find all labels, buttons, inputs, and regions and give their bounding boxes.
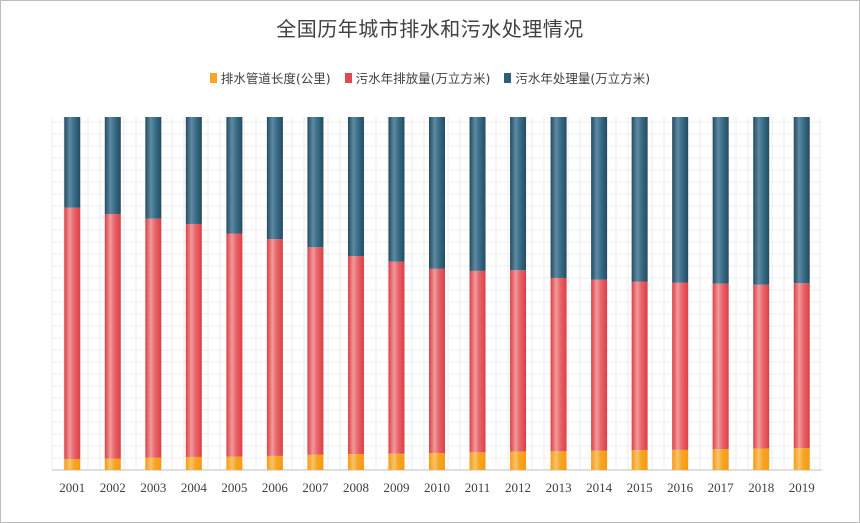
bar-pipe-length-2004 [185, 456, 202, 470]
bar-sewage-discharge-2004 [185, 223, 202, 457]
bar-sewage-discharge-2009 [388, 261, 405, 454]
x-tick-label: 2015 [627, 480, 653, 495]
bar-sewage-treatment-2016 [672, 117, 689, 283]
bar-sewage-treatment-2013 [550, 117, 567, 278]
bar-pipe-length-2015 [631, 450, 648, 470]
bar-sewage-treatment-2010 [429, 117, 445, 269]
bar-sewage-discharge-2012 [510, 270, 527, 452]
bar-pipe-length-2007 [307, 454, 324, 470]
bar-pipe-length-2003 [145, 457, 162, 470]
legend-item-sewage-treatment: 污水年处理量(万立方米) [504, 68, 650, 87]
bar-pipe-length-2012 [510, 451, 527, 470]
x-tick-label: 2008 [343, 480, 369, 495]
bar-sewage-discharge-2015 [631, 281, 648, 451]
bar-sewage-discharge-2010 [429, 268, 445, 454]
x-tick-label: 2014 [586, 480, 613, 495]
bar-pipe-length-2017 [712, 449, 729, 470]
chart-title: 全国历年城市排水和污水处理情况 [276, 17, 584, 41]
bar-sewage-treatment-2015 [631, 117, 648, 282]
bar-sewage-treatment-2006 [266, 117, 283, 240]
bar-pipe-length-2001 [64, 459, 81, 470]
bar-pipe-length-2008 [347, 454, 364, 470]
bar-sewage-treatment-2005 [226, 117, 243, 234]
legend-label-sewage-treatment: 污水年处理量(万立方米) [515, 71, 651, 86]
legend-item-sewage-discharge: 污水年排放量(万立方米) [344, 68, 491, 87]
legend-swatch-pipe-length [209, 72, 217, 83]
bar-sewage-treatment-2014 [591, 117, 608, 280]
bar-sewage-treatment-2008 [347, 117, 364, 257]
bar-pipe-length-2013 [550, 451, 567, 470]
bar-sewage-discharge-2007 [307, 247, 324, 455]
x-tick-label: 2009 [383, 480, 409, 495]
chart-legend: 排水管道长度(公里) 污水年排放量(万立方米) 污水年处理量(万立方米) [0, 68, 860, 87]
bar-pipe-length-2002 [104, 458, 121, 470]
x-tick-label: 2010 [424, 480, 450, 495]
bar-sewage-discharge-2019 [793, 283, 810, 449]
x-tick-label: 2007 [302, 480, 329, 495]
legend-label-sewage-discharge: 污水年排放量(万立方米) [355, 71, 491, 86]
bar-pipe-length-2014 [591, 450, 608, 470]
bar-sewage-discharge-2016 [672, 282, 689, 450]
x-tick-label: 2018 [748, 480, 774, 495]
bar-pipe-length-2016 [672, 449, 689, 470]
bar-sewage-discharge-2006 [266, 239, 283, 456]
bar-sewage-discharge-2003 [145, 218, 162, 458]
x-tick-label: 2001 [59, 480, 85, 495]
x-tick-label: 2006 [262, 480, 289, 495]
bar-sewage-discharge-2005 [226, 233, 243, 457]
legend-item-pipe-length: 排水管道长度(公里) [209, 68, 331, 87]
legend-swatch-sewage-discharge [344, 72, 352, 83]
x-tick-label: 2017 [708, 480, 735, 495]
bar-pipe-length-2010 [429, 453, 445, 470]
x-tick-label: 2012 [505, 480, 531, 495]
bar-pipe-length-2018 [753, 448, 770, 470]
bar-sewage-treatment-2007 [307, 117, 324, 248]
bar-sewage-discharge-2008 [347, 256, 364, 455]
bar-sewage-discharge-2001 [64, 207, 81, 460]
bar-pipe-length-2005 [226, 456, 243, 470]
bar-sewage-treatment-2012 [510, 117, 527, 271]
bar-sewage-discharge-2011 [469, 270, 486, 453]
legend-label-pipe-length: 排水管道长度(公里) [220, 71, 331, 86]
x-tick-label: 2011 [465, 480, 491, 495]
x-tick-label: 2005 [221, 480, 247, 495]
bar-sewage-treatment-2003 [145, 117, 162, 219]
bar-sewage-treatment-2001 [64, 117, 81, 208]
x-tick-label: 2004 [181, 480, 208, 495]
bar-sewage-treatment-2002 [104, 117, 121, 215]
legend-swatch-sewage-treatment [504, 72, 512, 83]
bar-pipe-length-2006 [266, 455, 283, 470]
x-tick-label: 2013 [546, 480, 572, 495]
bar-sewage-discharge-2013 [550, 277, 567, 452]
bar-sewage-treatment-2009 [388, 117, 405, 262]
bar-sewage-treatment-2019 [793, 117, 810, 284]
bar-pipe-length-2009 [388, 453, 405, 470]
x-tick-label: 2016 [667, 480, 694, 495]
bar-sewage-discharge-2018 [753, 284, 770, 449]
x-tick-label: 2003 [140, 480, 166, 495]
x-tick-label: 2019 [789, 480, 815, 495]
bar-sewage-discharge-2002 [104, 214, 121, 459]
x-tick-label: 2002 [100, 480, 126, 495]
bar-sewage-treatment-2018 [753, 117, 770, 285]
bar-pipe-length-2011 [469, 452, 486, 470]
bar-pipe-length-2019 [793, 448, 810, 470]
bar-sewage-treatment-2011 [469, 117, 486, 271]
bar-sewage-treatment-2004 [185, 117, 202, 224]
bar-sewage-discharge-2014 [591, 279, 608, 451]
bar-sewage-discharge-2017 [712, 283, 729, 450]
bar-sewage-treatment-2017 [712, 117, 729, 284]
